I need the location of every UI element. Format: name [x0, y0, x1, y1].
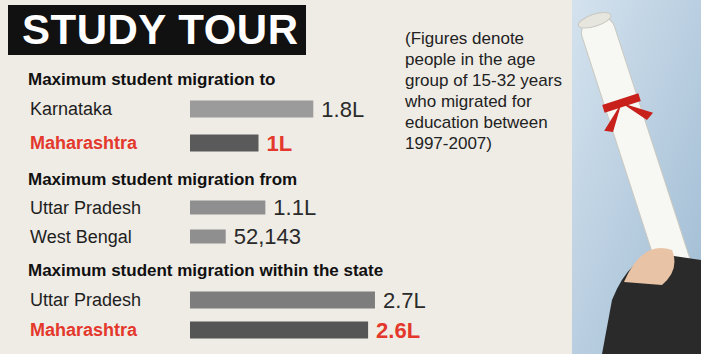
svg-text:1.8L: 1.8L — [321, 97, 364, 122]
svg-text:Uttar Pradesh: Uttar Pradesh — [30, 198, 141, 218]
html-text:(Figures denote people in the: (Figures denote people in the age group … — [405, 29, 562, 153]
svg-text:1.1L: 1.1L — [273, 195, 316, 220]
html-text:STUDY TOUR: STUDY TOUR — [22, 6, 299, 53]
html-text:Maximum student migration with: Maximum student migration within the sta… — [28, 261, 384, 280]
svg-text:Maharashtra: Maharashtra — [30, 320, 138, 340]
svg-text:Maharashtra: Maharashtra — [30, 133, 138, 153]
html-text:Maximum student migration from: Maximum student migration from — [28, 170, 298, 189]
svg-text:2.7L: 2.7L — [383, 288, 426, 313]
svg-text:1L: 1L — [267, 131, 293, 156]
html-text:Maximum student migration to: Maximum student migration to — [28, 70, 276, 89]
svg-text:52,143: 52,143 — [234, 224, 301, 249]
svg-text:Karnataka: Karnataka — [30, 99, 113, 119]
svg-text:West Bengal: West Bengal — [30, 227, 132, 247]
svg-text:2.6L: 2.6L — [376, 318, 420, 343]
svg-text:Uttar Pradesh: Uttar Pradesh — [30, 290, 141, 310]
